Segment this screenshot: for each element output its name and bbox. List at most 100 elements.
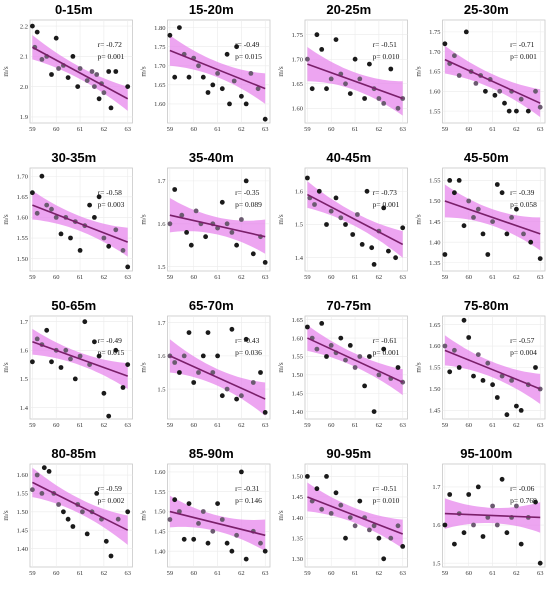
data-point xyxy=(219,199,225,205)
panel-title: 80-85m xyxy=(51,446,96,461)
data-point xyxy=(447,369,453,375)
data-point xyxy=(442,343,448,349)
data-point xyxy=(312,202,317,207)
x-tick-label: 62 xyxy=(101,274,108,281)
y-tick-label: 1.65 xyxy=(292,317,303,324)
data-point xyxy=(191,536,197,542)
data-point xyxy=(452,541,457,547)
p-value-label: p= 0.058 xyxy=(510,200,537,209)
data-point xyxy=(125,84,131,89)
data-point xyxy=(509,378,514,383)
data-point xyxy=(113,347,119,353)
r-value-label: r= -0.43 xyxy=(235,336,259,345)
x-tick-label: 63 xyxy=(399,422,406,429)
data-point xyxy=(234,532,240,538)
data-point xyxy=(333,195,339,201)
data-point xyxy=(106,69,112,74)
y-tick-label: 1.40 xyxy=(292,515,303,522)
p-value-label: p= 0.002 xyxy=(98,496,125,505)
data-point xyxy=(504,530,510,536)
y-tick-label: 1.6 xyxy=(157,221,166,228)
scatter-panel: 85-90m 59 60 61 62 63 1.40 1.45 1.50 1.55 1.60 m/s r… xyxy=(140,446,271,577)
data-point xyxy=(224,386,230,392)
data-point xyxy=(167,221,173,227)
data-point xyxy=(400,544,406,549)
data-point xyxy=(49,359,54,365)
data-point xyxy=(30,23,35,29)
y-tick-label: 1.80 xyxy=(154,25,165,32)
y-tick-label: 1.65 xyxy=(429,69,440,76)
x-tick-label: 63 xyxy=(537,570,544,577)
y-tick-label: 1.60 xyxy=(429,343,440,350)
data-point xyxy=(309,86,315,92)
r-value-label: r= -0.72 xyxy=(98,40,122,49)
panel-title: 90-95m xyxy=(326,446,371,461)
data-point xyxy=(243,101,249,107)
r-value-label: r= -0.58 xyxy=(98,188,122,197)
data-point xyxy=(480,231,486,237)
y-tick-label: 1.70 xyxy=(154,63,165,70)
data-point xyxy=(101,390,107,396)
p-value-label: p= 0.769 xyxy=(510,496,537,505)
y-tick-label: 1.45 xyxy=(429,219,440,226)
data-point xyxy=(502,100,507,106)
x-tick-label: 59 xyxy=(29,422,36,429)
data-point xyxy=(466,198,472,204)
data-point xyxy=(39,491,45,496)
data-point xyxy=(167,517,173,522)
data-point xyxy=(106,413,112,419)
p-value-label: p= 0.004 xyxy=(510,348,537,357)
data-point xyxy=(262,260,268,265)
y-tick-label: 1.50 xyxy=(154,509,165,516)
y-tick-label: 1.50 xyxy=(429,386,440,393)
p-value-label: p= 0.015 xyxy=(235,52,262,61)
x-tick-label: 60 xyxy=(53,422,60,429)
regression-line xyxy=(444,200,541,235)
y-axis-title: m/s xyxy=(415,214,423,224)
data-point xyxy=(239,393,244,399)
data-point xyxy=(314,32,320,38)
data-point xyxy=(395,365,401,370)
y-axis-title: m/s xyxy=(277,214,285,224)
data-point xyxy=(92,215,97,220)
data-point xyxy=(316,188,322,194)
x-tick-label: 59 xyxy=(442,274,449,281)
data-point xyxy=(172,187,178,192)
data-point xyxy=(388,66,394,72)
data-point xyxy=(101,90,107,96)
data-point xyxy=(92,84,97,89)
data-point xyxy=(381,556,387,562)
x-tick-label: 60 xyxy=(465,126,472,133)
data-point xyxy=(343,357,348,363)
data-point xyxy=(125,362,131,367)
x-tick-label: 61 xyxy=(77,274,84,281)
data-point xyxy=(490,503,495,509)
data-point xyxy=(188,242,194,248)
y-tick-label: 1.55 xyxy=(154,489,165,496)
data-point xyxy=(68,356,73,362)
data-point xyxy=(243,336,249,342)
y-tick-label: 1.6 xyxy=(432,522,441,529)
data-point xyxy=(475,484,481,490)
x-tick-label: 62 xyxy=(376,422,383,429)
x-tick-label: 59 xyxy=(304,126,311,133)
panel-title: 35-40m xyxy=(189,150,234,165)
data-point xyxy=(447,492,453,497)
p-value-label: p= 0.001 xyxy=(373,200,400,209)
data-point xyxy=(514,403,519,409)
data-point xyxy=(200,353,206,359)
data-point xyxy=(319,321,325,326)
r-value-label: r= -0.06 xyxy=(510,484,534,493)
data-point xyxy=(96,194,102,200)
data-point xyxy=(364,188,370,194)
data-point xyxy=(215,353,221,359)
panel-title: 45-50m xyxy=(464,150,509,165)
y-tick-label: 1.5 xyxy=(295,222,303,229)
data-point xyxy=(355,212,360,217)
y-tick-label: 1.6 xyxy=(20,348,29,355)
data-point xyxy=(205,90,211,95)
panel-title: 0-15m xyxy=(55,2,93,17)
p-value-label: p= 0.089 xyxy=(235,200,262,209)
data-point xyxy=(243,178,249,184)
x-tick-label: 60 xyxy=(190,570,197,577)
